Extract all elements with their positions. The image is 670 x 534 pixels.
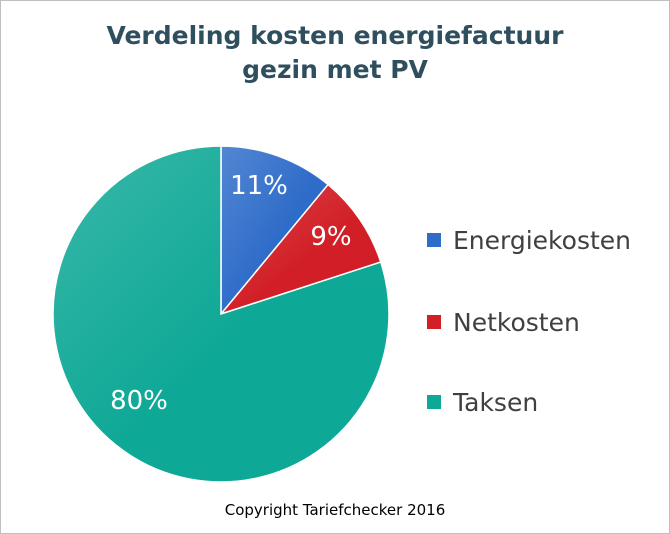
pie-slice-shine-taksen bbox=[53, 146, 390, 482]
legend-item-taksen: Taksen bbox=[427, 385, 538, 419]
pie-slice-shine-energiekosten bbox=[221, 146, 329, 314]
chart-title-line-1: Verdeling kosten energiefactuur bbox=[106, 21, 564, 50]
pie-slice-shine-netkosten bbox=[221, 184, 381, 314]
data-label-netkosten: 9% bbox=[310, 222, 351, 252]
data-label-energiekosten: 11% bbox=[230, 171, 288, 201]
legend-item-energiekosten: Energiekosten bbox=[427, 223, 631, 257]
legend-item-netkosten: Netkosten bbox=[427, 305, 580, 339]
legend-label-taksen: Taksen bbox=[453, 387, 539, 417]
legend-label-netkosten: Netkosten bbox=[453, 307, 580, 337]
chart-title: Verdeling kosten energiefactuur gezin me… bbox=[1, 19, 669, 87]
legend-swatch-taksen bbox=[427, 395, 441, 409]
legend-swatch-netkosten bbox=[427, 315, 441, 329]
data-label-taksen: 80% bbox=[110, 386, 168, 416]
chart-title-line-2: gezin met PV bbox=[242, 55, 428, 84]
copyright-text: Copyright Tariefchecker 2016 bbox=[224, 501, 446, 519]
legend-label-energiekosten: Energiekosten bbox=[453, 225, 631, 255]
legend-swatch-energiekosten bbox=[427, 233, 441, 247]
